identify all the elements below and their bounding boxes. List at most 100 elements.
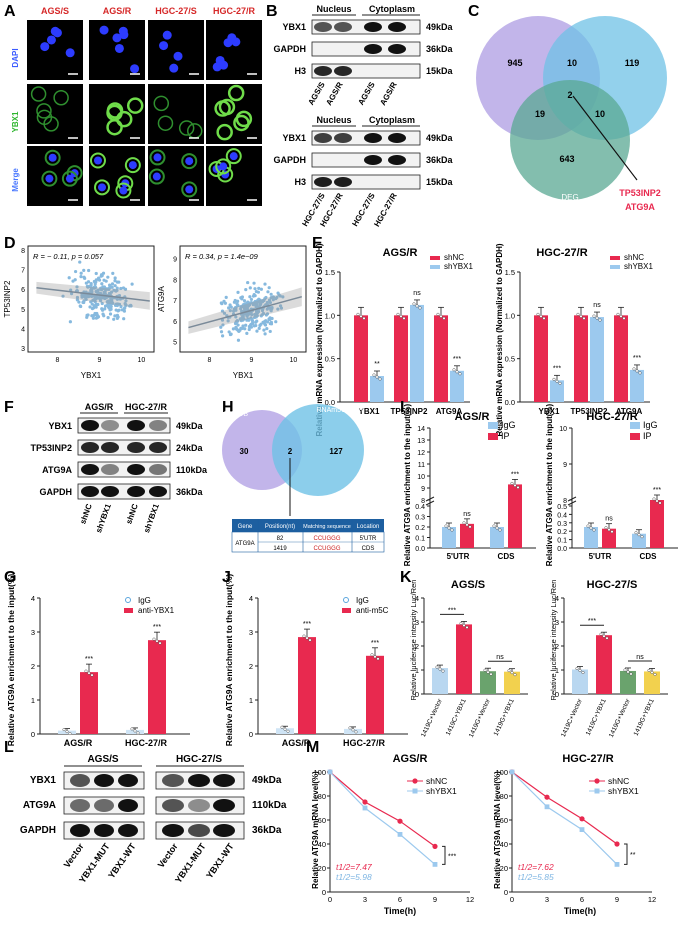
i0-bar-igg-0-dot — [444, 524, 448, 528]
scatter-right-ci-band — [188, 287, 302, 334]
venn-c-count-all: 2 — [567, 90, 572, 100]
scatter-right-point — [265, 312, 270, 316]
scatter-right-point — [257, 286, 261, 290]
j-bar-igg-1-dot — [351, 728, 355, 732]
i1-legend-ip-swatch — [630, 433, 640, 440]
blot-l-b-2-band — [162, 824, 184, 837]
if-nucleus — [48, 153, 57, 162]
k1-bar-0-dot — [575, 667, 579, 671]
if-cell — [89, 152, 106, 169]
m0-xtick: 12 — [466, 895, 474, 904]
if-cell — [94, 179, 111, 196]
venn-c-count-auto-deg: 10 — [595, 109, 605, 119]
g-bar-anti-1-dot — [158, 641, 162, 645]
k1-bar-3-dot — [653, 672, 657, 676]
scatter-right-point — [248, 286, 252, 290]
j-bar-anti-0-dot — [302, 634, 306, 638]
m0-ytick: 80 — [318, 792, 326, 801]
e1-bar-shybx1-1-dot — [598, 318, 602, 322]
k0-cat-2: 1419G+Vector — [468, 697, 492, 739]
scatter-right-point — [260, 308, 265, 313]
if-nucleus — [229, 152, 238, 161]
blot-b-0-2-band — [314, 66, 332, 76]
e1-sig-0: *** — [553, 365, 561, 372]
blot-f-1-band — [149, 442, 167, 453]
scatter-right-point — [264, 319, 268, 323]
scatter-left-point — [105, 287, 109, 291]
m1-point-shYBX1 — [614, 862, 620, 867]
if-cell — [178, 120, 195, 136]
table-header-position: Position(nt) — [265, 524, 295, 530]
m1-ytick: 80 — [500, 792, 508, 801]
panel-b-top-size-2: 36kDa — [426, 44, 454, 54]
scatter-left-point — [96, 315, 101, 319]
if-nucleus — [93, 156, 102, 165]
panel-h-table: Gene Position(nt) Matching sequence Loca… — [231, 519, 385, 553]
scatter-left-point — [86, 280, 91, 284]
if-cell — [149, 149, 166, 166]
i0-sig-1: *** — [511, 471, 519, 478]
panel-b-top-lane-4: AGS/R — [378, 80, 399, 107]
scatter-right-point — [268, 317, 272, 322]
scatter-right-xtick: 9 — [249, 357, 253, 364]
scatter-right-point — [278, 304, 283, 308]
panel-a-col-2: AGS/R — [103, 6, 132, 16]
m0-point-shNC — [397, 818, 403, 824]
panel-i-title-2: HGC-27/R — [586, 411, 637, 423]
m0-ytick: 0 — [322, 888, 326, 897]
scatter-left-point — [95, 296, 100, 300]
e1-cat-0: YBX1 — [539, 407, 560, 416]
if-cell — [44, 149, 61, 166]
scatter-right-point — [268, 329, 272, 334]
scatter-right-point — [276, 307, 280, 311]
k0-bar-1-dot — [459, 621, 463, 625]
scatter-left-point — [106, 303, 110, 307]
venn-c-count-only-auto: 119 — [625, 58, 640, 68]
e1-legend-shybx1: shYBX1 — [624, 262, 653, 271]
j-bar-anti-1 — [366, 655, 384, 734]
e0-legend-shnc-swatch — [430, 256, 440, 260]
blot-l-a-1-band — [94, 799, 114, 812]
e1-bar-shnc-2-dot — [622, 316, 626, 320]
scatter-left-point — [99, 299, 103, 303]
panel-d-left-xlabel: YBX1 — [81, 371, 102, 380]
m0-legend-shNC: shNC — [426, 776, 447, 786]
if-cell — [61, 170, 78, 187]
scatter-right-point — [255, 313, 259, 317]
panel-a-col-4: HGC-27/R — [213, 6, 256, 16]
blot-l-b-1-band — [213, 799, 235, 812]
m1-xtick: 12 — [648, 895, 656, 904]
if-nucleus — [112, 33, 122, 43]
scatter-right-point — [243, 306, 247, 310]
scatter-left-point — [73, 278, 77, 282]
blot-l-b-1-band — [162, 799, 184, 812]
if-nucleus — [169, 63, 179, 73]
blot-b-1-2-band — [314, 177, 332, 187]
m0-line-shNC — [329, 771, 436, 847]
scatter-right-point — [252, 292, 256, 297]
scatter-right-point — [224, 295, 228, 299]
e1-cat-2: ATG9A — [616, 407, 643, 416]
j-bar-igg-0-dot — [286, 729, 290, 733]
e0-bar-shnc-0-dot — [362, 316, 366, 320]
venn-c-set-1: YBX1-binding RNA — [476, 7, 545, 16]
scatter-right-point — [219, 301, 223, 305]
panel-b-bottom-ybx1: YBX1 — [282, 133, 306, 143]
e1-bar-shybx1-0-dot — [552, 377, 556, 381]
if-cell — [124, 157, 141, 174]
scatter-left-point — [95, 311, 99, 316]
i1-cat-0: 5'UTR — [589, 552, 612, 561]
panel-f-protein-4: GAPDH — [39, 487, 72, 497]
if-cell — [227, 84, 245, 102]
i1-bar-igg-1-dot — [637, 533, 641, 537]
g-bar-igg-1-dot — [136, 731, 140, 735]
panel-b-bottom-lane-4: HGC-27/R — [372, 191, 399, 228]
venn-c-count-ybx1-auto: 10 — [567, 58, 577, 68]
scatter-right-point — [249, 297, 254, 302]
panel-g-ylabel: Relative ATG9A enrichment to the input(%… — [6, 574, 16, 747]
blot-b-0-0-band — [388, 22, 406, 32]
j-cat-1: HGC-27/R — [343, 738, 386, 748]
blot-l-b-1-band — [188, 799, 210, 812]
